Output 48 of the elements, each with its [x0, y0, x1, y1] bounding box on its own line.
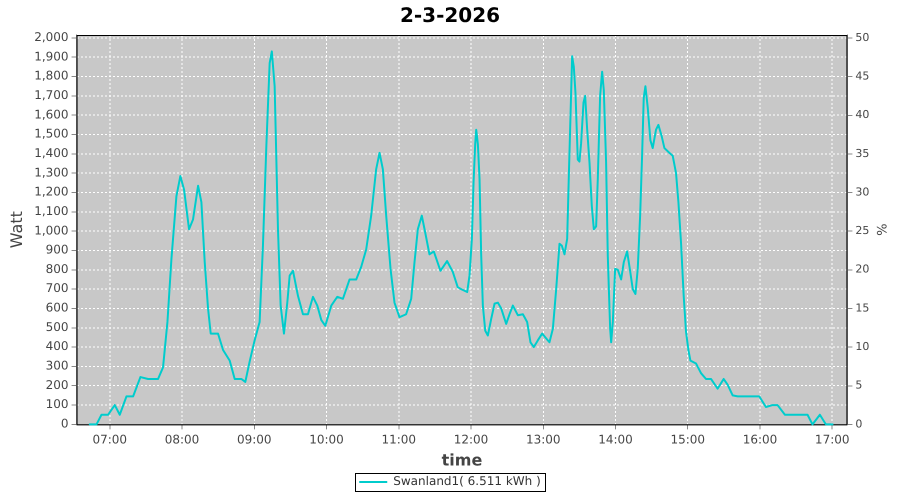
- x-tick-label: 16:00: [742, 432, 778, 447]
- y2-tick-label: 15: [855, 301, 870, 314]
- y2-tick-label: 20: [855, 262, 870, 276]
- legend-label: Swanland1( 6.511 kWh ): [393, 474, 541, 488]
- y-tick-label: 2,000: [34, 30, 69, 44]
- y-tick-label: 400: [46, 339, 69, 354]
- y2-tick-label: 10: [855, 340, 870, 353]
- y-tick-label: 700: [46, 281, 69, 296]
- y-tick-label: 1,200: [34, 184, 69, 199]
- y-tick-label: 600: [46, 300, 69, 315]
- y-tick-label: 1,100: [34, 204, 69, 218]
- x-tick-label: 08:00: [164, 432, 200, 447]
- x-tick-label: 11:00: [381, 432, 416, 447]
- y-tick-label: 1,600: [34, 107, 69, 122]
- y2-tick-label: 40: [855, 108, 870, 122]
- y-tick-label: 1,900: [34, 49, 69, 64]
- y-axis-title: Watt: [6, 211, 26, 248]
- x-tick-label: 14:00: [598, 432, 633, 447]
- y-tick-label: 1,700: [34, 88, 69, 102]
- y2-tick-label: 45: [855, 70, 870, 83]
- y-tick-label: 100: [46, 397, 69, 412]
- y2-tick-label: 30: [855, 185, 870, 198]
- y-tick-label: 200: [46, 378, 69, 392]
- y2-tick-label: 35: [855, 146, 870, 160]
- x-tick-label: 13:00: [526, 432, 561, 447]
- y-tick-label: 900: [46, 242, 69, 257]
- y2-tick-label: 5: [855, 378, 862, 392]
- y-tick-label: 1,800: [34, 68, 69, 83]
- y-tick-label: 500: [46, 320, 69, 334]
- y-tick-label: 1,400: [34, 146, 69, 160]
- x-tick-label: 15:00: [670, 432, 706, 447]
- x-tick-label: 07:00: [92, 432, 128, 447]
- x-tick-label: 17:00: [814, 432, 850, 447]
- y-tick-label: 0: [60, 416, 69, 431]
- x-axis-title: time: [442, 450, 482, 470]
- x-tick-label: 10:00: [309, 432, 344, 447]
- y2-tick-label: 50: [855, 30, 870, 44]
- x-tick-label: 12:00: [454, 432, 488, 447]
- x-tick-label: 09:00: [236, 432, 272, 447]
- y-tick-label: 1,000: [34, 223, 69, 238]
- y2-tick-label: 0: [855, 417, 862, 430]
- y2-axis-title: %: [872, 224, 888, 236]
- y-tick-label: 1,500: [34, 126, 69, 141]
- y2-tick-label: 25: [855, 224, 870, 238]
- y-tick-label: 800: [46, 262, 69, 276]
- chart-title: 2-3-2026: [400, 3, 500, 28]
- y-tick-label: 1,300: [34, 165, 69, 180]
- y-tick-label: 300: [46, 358, 69, 373]
